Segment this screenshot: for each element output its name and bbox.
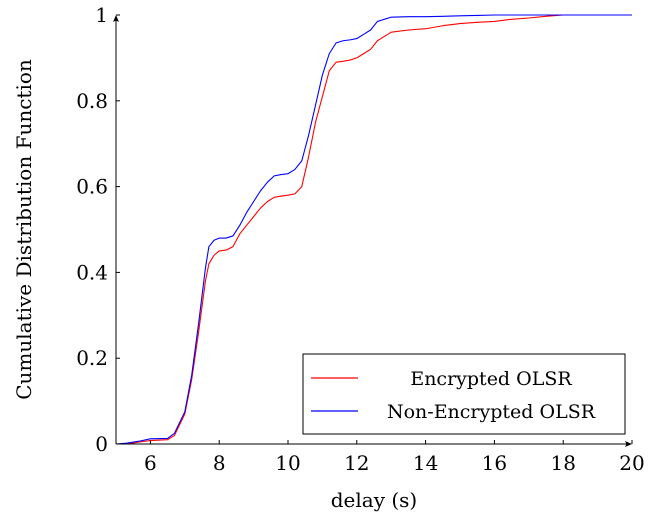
x-ticks: 6 8 10 12 14 16 18 20 [144,440,645,475]
x-tick-label: 14 [413,451,438,475]
legend: Encrypted OLSR Non-Encrypted OLSR [302,353,626,435]
legend-label-encrypted: Encrypted OLSR [410,368,572,390]
y-ticks: 0 0.2 0.4 0.6 0.8 1 [76,3,120,456]
x-tick-label: 10 [275,451,300,475]
x-tick-label: 16 [482,451,507,475]
x-tick-label: 8 [213,451,226,475]
series-line-1 [115,14,632,445]
legend-box [302,353,626,435]
x-tick-label: 6 [144,451,157,475]
y-axis-arrow [113,15,119,22]
y-tick-label: 0.2 [76,346,108,370]
y-tick-label: 0.6 [76,175,108,199]
y-axis-title: Cumulative Distribution Function [12,59,36,400]
x-tick-label: 18 [550,451,575,475]
x-axis-title: delay (s) [331,488,417,512]
x-tick-label: 20 [619,451,644,475]
y-tick-label: 0.4 [76,260,108,284]
y-tick-label: 1 [95,3,108,27]
series-line-0 [116,14,632,445]
legend-label-non-encrypted: Non-Encrypted OLSR [387,401,596,423]
x-axis-arrow [625,441,632,447]
x-tick-label: 12 [344,451,369,475]
series-layer [115,14,632,445]
y-tick-label: 0 [95,432,108,456]
y-tick-label: 0.8 [76,89,108,113]
